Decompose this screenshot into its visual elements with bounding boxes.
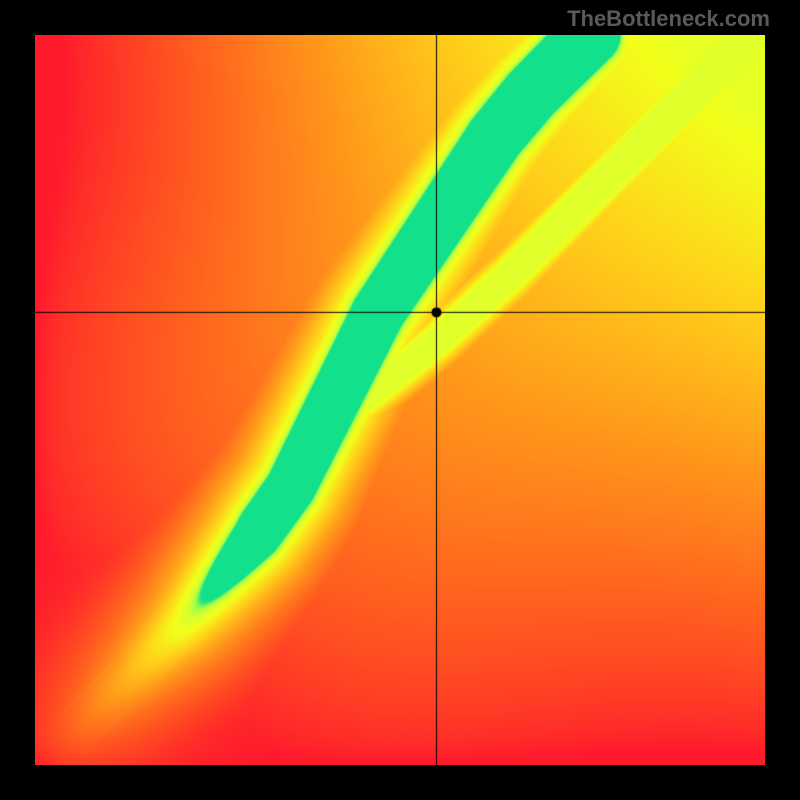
chart-container: TheBottleneck.com [0, 0, 800, 800]
heatmap-plot [35, 35, 765, 765]
heatmap-canvas [35, 35, 765, 765]
watermark-text: TheBottleneck.com [567, 6, 770, 32]
